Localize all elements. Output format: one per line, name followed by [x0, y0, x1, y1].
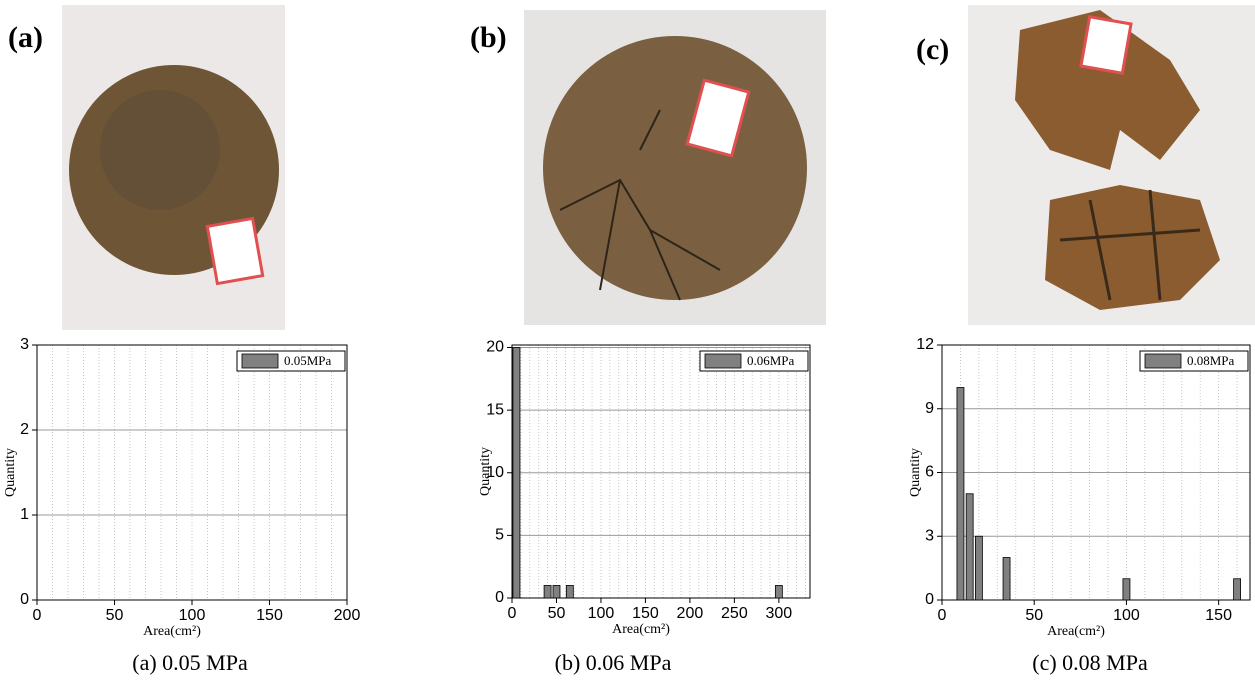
- y-tick-label: 0: [20, 591, 29, 608]
- y-tick-label: 0: [925, 591, 934, 608]
- caption: (b) 0.06 MPa: [555, 650, 672, 675]
- photo-c: [968, 5, 1255, 325]
- x-tick-label: 50: [106, 607, 124, 624]
- y-tick-label: 1: [20, 506, 29, 523]
- x-tick-label: 200: [334, 607, 361, 624]
- x-tick-label: 100: [179, 607, 206, 624]
- x-tick-label: 0: [938, 607, 947, 624]
- legend-label: 0.06MPa: [747, 353, 795, 368]
- bar: [775, 585, 782, 598]
- y-axis-title: Quantity: [908, 448, 923, 497]
- x-axis-title: Area(cm²): [612, 622, 670, 637]
- bar: [1003, 558, 1010, 601]
- bar: [1123, 579, 1130, 600]
- bar: [544, 585, 551, 598]
- bar: [553, 585, 560, 598]
- x-tick-label: 100: [588, 605, 615, 622]
- y-tick-label: 9: [925, 400, 934, 417]
- x-tick-label: 150: [256, 607, 283, 624]
- legend-swatch: [705, 354, 741, 368]
- y-tick-label: 5: [495, 527, 504, 544]
- x-tick-label: 150: [632, 605, 659, 622]
- x-tick-label: 50: [1025, 607, 1043, 624]
- y-tick-label: 3: [20, 336, 29, 353]
- panel-label: (a): [8, 21, 43, 54]
- x-tick-label: 300: [766, 605, 793, 622]
- y-tick-label: 3: [925, 527, 934, 544]
- x-axis-title: Area(cm²): [143, 624, 201, 639]
- legend-swatch: [1145, 354, 1181, 368]
- legend-swatch: [242, 354, 278, 368]
- bar: [1234, 579, 1241, 600]
- photo-b: [524, 10, 826, 325]
- y-tick-label: 6: [925, 464, 934, 481]
- x-tick-label: 200: [677, 605, 704, 622]
- x-axis-title: Area(cm²): [1047, 624, 1105, 639]
- photo-a: [62, 5, 285, 330]
- x-tick-label: 100: [1113, 607, 1140, 624]
- y-tick-label: 0: [495, 589, 504, 606]
- y-tick-label: 20: [486, 339, 504, 356]
- page: {"chart_data": [ {"type": "bar", "panel_…: [0, 0, 1255, 682]
- caption: (c) 0.08 MPa: [1032, 650, 1148, 675]
- y-tick-label: 2: [20, 421, 29, 438]
- bar: [975, 536, 982, 600]
- x-tick-label: 0: [508, 605, 517, 622]
- panel-label: (b): [470, 21, 507, 54]
- bar: [966, 494, 973, 600]
- y-tick-label: 12: [916, 336, 934, 353]
- panel-label: (c): [916, 33, 949, 66]
- x-tick-label: 250: [721, 605, 748, 622]
- y-tick-label: 15: [486, 401, 504, 418]
- figure: (a)(a) 0.05 MPa0123050100150200Area(cm²)…: [0, 0, 1255, 682]
- legend-label: 0.05MPa: [284, 353, 332, 368]
- x-tick-label: 50: [548, 605, 566, 622]
- bar: [566, 585, 573, 598]
- caption: (a) 0.05 MPa: [132, 650, 248, 675]
- y-axis-title: Quantity: [478, 447, 493, 496]
- x-tick-label: 0: [33, 607, 42, 624]
- y-axis-title: Quantity: [3, 448, 18, 497]
- bar: [513, 348, 520, 598]
- bar: [957, 388, 964, 601]
- x-tick-label: 150: [1205, 607, 1232, 624]
- legend-label: 0.08MPa: [1187, 353, 1235, 368]
